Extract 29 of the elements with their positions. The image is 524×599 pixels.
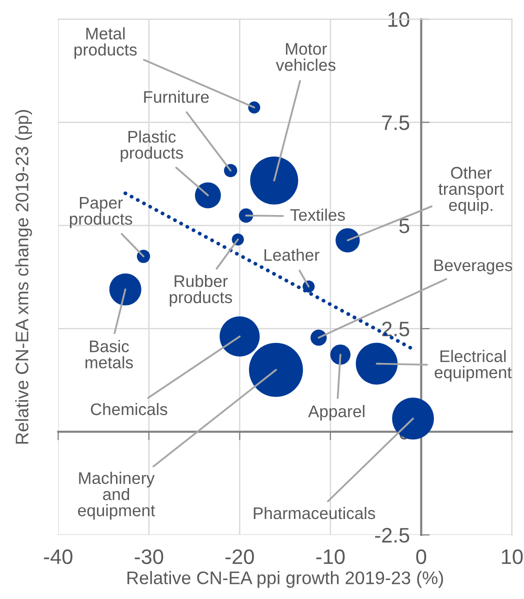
annotation: Furniture [144, 90, 209, 103]
x-tick-label: 0 [416, 549, 426, 564]
annotation: Leather [264, 248, 320, 261]
y-axis-title: Relative CN-EA xms change 2019-23 (pp) [15, 110, 32, 444]
annotation: Electrical equipment [434, 350, 512, 382]
annotation: Machinery and equipment [78, 472, 156, 520]
annotation: Chemicals [90, 402, 168, 416]
y-tick-label: 5 [399, 218, 410, 234]
annotation: Metal products [74, 27, 137, 59]
annotation: Basic metals [86, 340, 133, 368]
x-axis-title: Relative CN-EA ppi growth 2019-23 (%) [127, 570, 444, 588]
y-tick-label: 7.5 [382, 116, 410, 130]
x-tick-label: -40 [44, 549, 72, 564]
annotation: Textiles [290, 208, 345, 221]
annotation: Motor vehicles [276, 43, 336, 71]
annotation: Rubber products [170, 274, 232, 306]
y-tick-label: 10 [388, 12, 410, 27]
annotation: Other transport equip. [438, 166, 504, 214]
x-tick-label: 10 [502, 549, 523, 564]
annotation: Apparel [308, 405, 364, 421]
annotation: Plastic products [120, 130, 184, 162]
y-tick-label: -2.5 [375, 528, 410, 543]
annotation: Paper products [70, 197, 132, 228]
x-tick-label: -20 [226, 549, 254, 564]
y-tick-label: 2.5 [382, 322, 410, 336]
annotation: Beverages [434, 260, 512, 274]
x-tick-label: -10 [316, 549, 345, 564]
x-tick-label: -30 [134, 549, 164, 564]
annotation: Pharmaceuticals [254, 506, 376, 520]
